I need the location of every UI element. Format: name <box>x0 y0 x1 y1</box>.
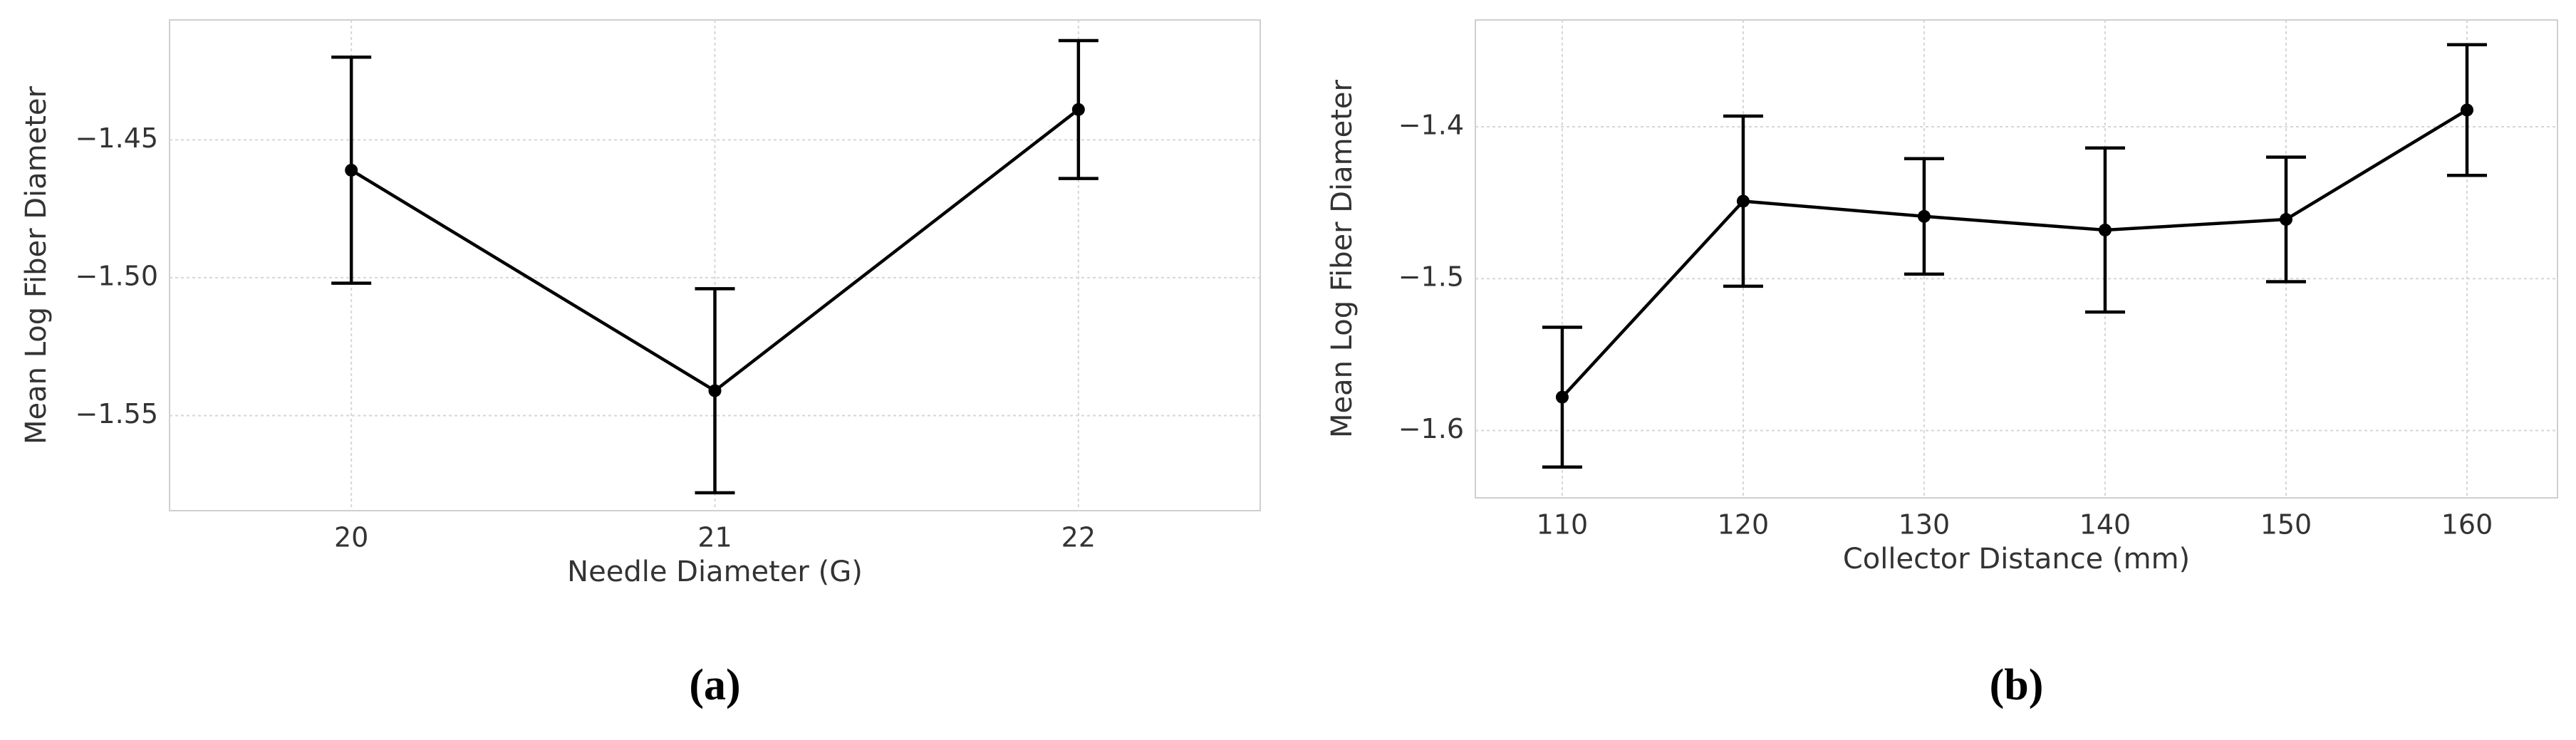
data-point <box>2460 103 2473 117</box>
data-line <box>1561 108 2468 399</box>
caption: (a) <box>689 661 740 709</box>
x-tick-label: 22 <box>1061 522 1096 553</box>
x-tick-label: 160 <box>2441 509 2493 541</box>
y-axis-label: Mean Log Fiber Diameter <box>20 85 53 444</box>
y-tick-label: −1.45 <box>76 123 158 154</box>
y-tick-label: −1.55 <box>76 398 158 429</box>
x-tick-label: 130 <box>1899 509 1951 541</box>
data-point <box>2098 223 2112 236</box>
plot-frame <box>1475 19 2558 499</box>
y-tick-label: −1.5 <box>1398 261 1464 293</box>
x-axis-label: Collector Distance (mm) <box>1843 543 2190 575</box>
data-point <box>1071 103 1085 116</box>
x-tick-label: 20 <box>334 522 368 553</box>
x-tick-label: 150 <box>2260 509 2312 541</box>
x-tick-label: 110 <box>1537 509 1589 541</box>
data-point <box>1555 390 1569 404</box>
y-axis-label: Mean Log Fiber Diameter <box>1326 79 1359 438</box>
y-tick-label: −1.4 <box>1398 109 1464 140</box>
x-tick-label: 140 <box>2079 509 2131 541</box>
data-point <box>2279 213 2292 226</box>
data-point <box>1917 209 1931 223</box>
x-axis-label: Needle Diameter (G) <box>567 556 863 588</box>
data-point <box>1736 194 1750 208</box>
data-point <box>345 163 358 177</box>
x-tick-label: 21 <box>697 522 732 553</box>
caption: (b) <box>1990 661 2044 709</box>
y-tick-label: −1.6 <box>1398 413 1464 444</box>
data-point <box>708 384 722 397</box>
x-tick-label: 120 <box>1718 509 1770 541</box>
y-tick-label: −1.50 <box>76 260 158 291</box>
